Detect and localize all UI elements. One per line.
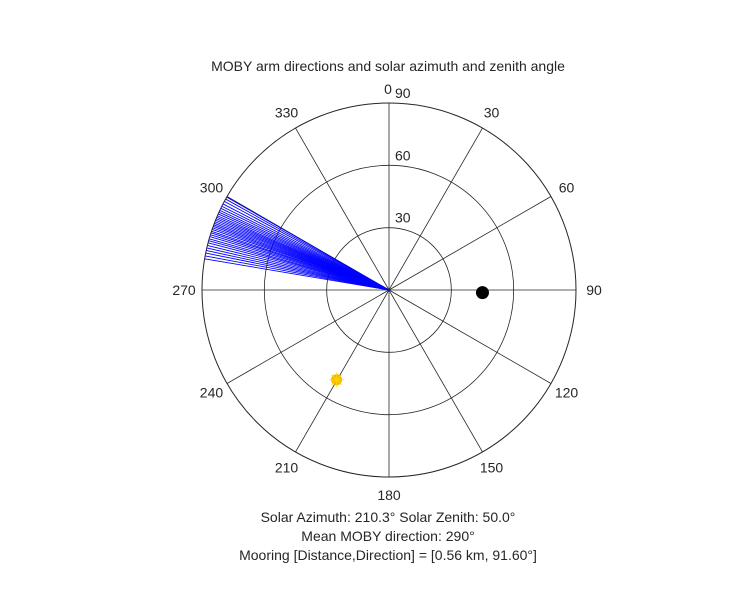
theta-tick-label: 270 — [172, 282, 196, 298]
r-tick-label: 60 — [395, 147, 411, 163]
theta-tick-label: 30 — [484, 104, 500, 120]
grid-ring — [263, 164, 515, 416]
sun-ray — [336, 374, 342, 381]
grid-ring — [326, 227, 452, 353]
caption-solar: Solar Azimuth: 210.3° Solar Zenith: 50.0… — [261, 509, 516, 525]
markers — [329, 286, 489, 387]
caption-mooring: Mooring [Distance,Direction] = [0.56 km,… — [239, 547, 537, 563]
theta-tick-label: 240 — [200, 385, 224, 401]
moby-arm-line — [222, 203, 390, 291]
r-tick-label: 30 — [395, 210, 411, 226]
moby-arm-line — [226, 196, 390, 291]
theta-tick-label: 180 — [377, 487, 401, 503]
moby-arm-line — [205, 255, 390, 291]
moby-arm-lines — [204, 196, 390, 291]
sun-ray — [336, 379, 342, 386]
theta-tick-label: 0 — [384, 81, 392, 97]
r-tick-label: 90 — [395, 85, 411, 101]
chart-title: MOBY arm directions and solar azimuth an… — [211, 58, 565, 74]
sun-ray — [331, 374, 337, 381]
theta-tick-label: 210 — [275, 460, 299, 476]
moby-arm-line — [204, 258, 390, 291]
theta-tick-label: 60 — [559, 180, 575, 196]
grid-ring — [201, 102, 577, 478]
sun-ray — [331, 379, 337, 386]
tick-labels: 0 30 60 90 120 150 180 210 240 270 300 330 30 60 90 — [172, 81, 602, 503]
theta-tick-label: 330 — [275, 104, 299, 120]
sun-marker — [329, 372, 344, 387]
mooring-marker — [475, 286, 489, 300]
theta-tick-label: 300 — [200, 180, 224, 196]
theta-tick-label: 150 — [480, 460, 504, 476]
caption-mean-direction: Mean MOBY direction: 290° — [301, 528, 474, 544]
theta-tick-label: 90 — [586, 282, 602, 298]
theta-tick-label: 120 — [555, 385, 579, 401]
